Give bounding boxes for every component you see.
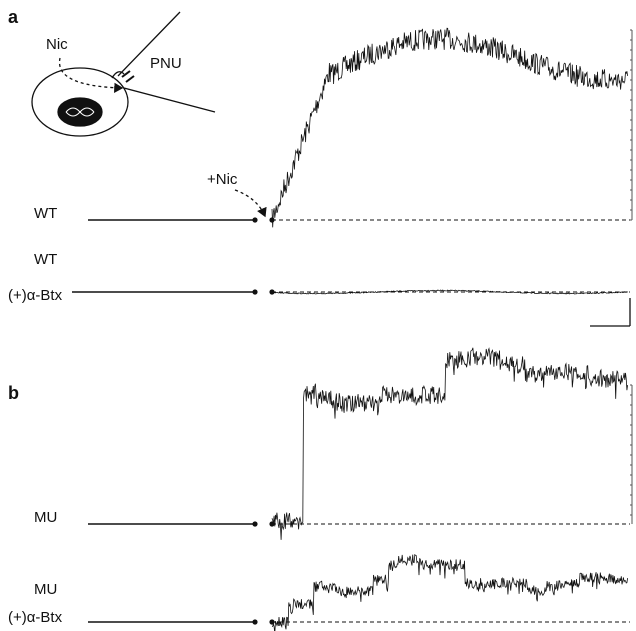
drug-label: Nic (46, 36, 68, 53)
pipette-label: PNU (150, 55, 182, 72)
dot (252, 619, 258, 625)
cell-diagram (31, 11, 267, 218)
application-label: +Nic (207, 171, 238, 188)
dot (252, 521, 258, 527)
dot (252, 217, 258, 223)
trace-label: (+)α-Btx (8, 287, 63, 304)
trace-label: WT (34, 205, 57, 222)
panel-label: b (8, 383, 19, 403)
dot (269, 619, 275, 625)
dot (269, 289, 275, 295)
scale-bar (590, 298, 631, 327)
current-trace (271, 553, 628, 631)
trace-label: MU (34, 509, 57, 526)
trace-label: WT (34, 251, 57, 268)
trace-label: (+)α-Btx (8, 609, 63, 626)
current-trace (271, 347, 628, 540)
current-trace (271, 27, 628, 228)
trace-label: MU (34, 581, 57, 598)
panel-label: a (8, 7, 19, 27)
dot (252, 289, 258, 295)
current-trace (271, 289, 628, 295)
